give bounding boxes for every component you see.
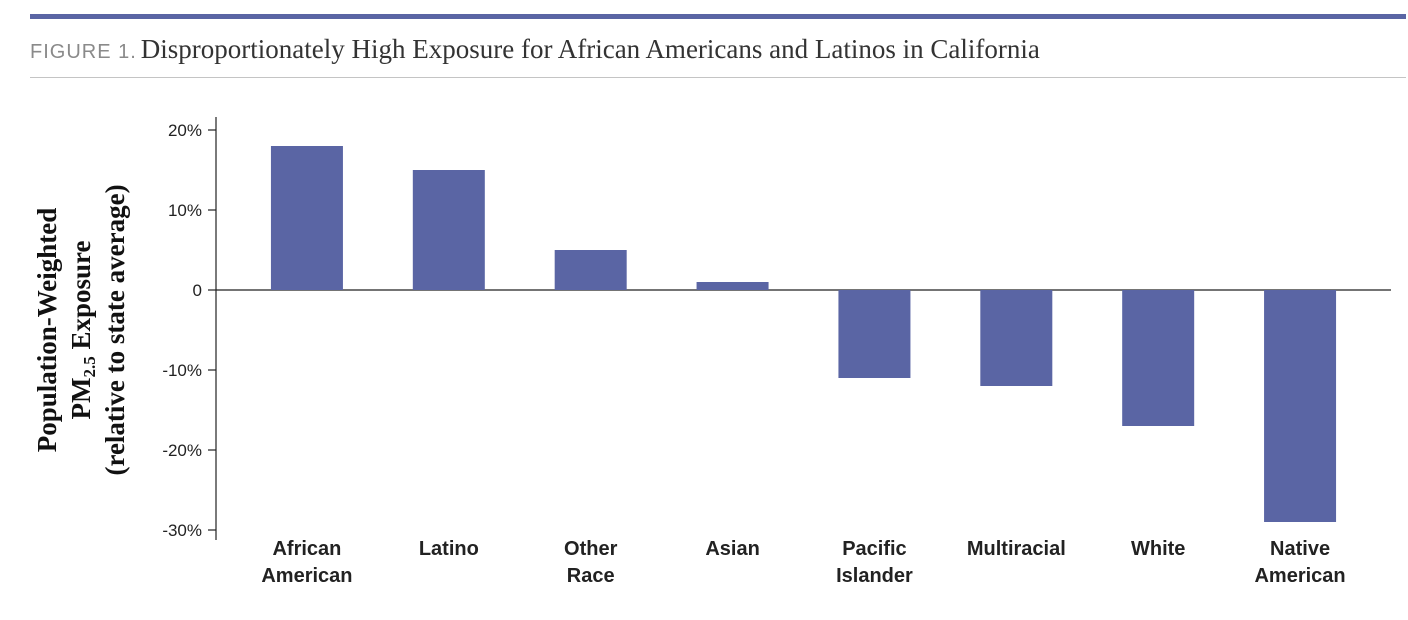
y-tick-label: 0 xyxy=(193,281,202,300)
bar xyxy=(980,290,1053,386)
title-divider xyxy=(30,77,1406,78)
bar xyxy=(696,282,769,290)
x-category-label: Native xyxy=(1270,538,1330,560)
bar xyxy=(554,250,627,290)
figure-title: Disproportionately High Exposure for Afr… xyxy=(140,34,1040,64)
exposure-text: Exposure xyxy=(66,240,96,356)
bar xyxy=(1122,290,1195,426)
x-category-label: Asian xyxy=(705,538,759,560)
bar xyxy=(1264,290,1337,522)
y-axis-title: Population-Weighted PM2.5 Exposure (relati… xyxy=(32,184,130,475)
x-category-label: Pacific xyxy=(842,538,906,560)
y-tick-label: -10% xyxy=(162,361,202,380)
y-axis-title-line: PM2.5 Exposure xyxy=(66,240,99,419)
bar xyxy=(270,146,343,290)
figure-label: FIGURE 1. xyxy=(30,41,137,63)
y-axis-title-line: Population-Weighted xyxy=(32,208,62,453)
x-category-label: Other xyxy=(564,538,618,560)
x-category-label: Race xyxy=(567,565,615,587)
y-tick-label: -30% xyxy=(162,521,202,540)
bar xyxy=(838,290,911,378)
pm-subscript: 2.5 xyxy=(80,356,99,377)
y-tick-label: 20% xyxy=(168,121,202,140)
x-category-label: Islander xyxy=(836,565,913,587)
x-category-label: White xyxy=(1131,538,1185,560)
y-tick-label: -20% xyxy=(162,441,202,460)
top-accent-rule xyxy=(30,14,1406,19)
figure-header: FIGURE 1. Disproportionately High Exposu… xyxy=(30,34,1040,65)
bar xyxy=(412,170,485,290)
x-category-label: American xyxy=(261,565,352,587)
x-category-label: African xyxy=(272,538,341,560)
x-category-label: American xyxy=(1254,565,1345,587)
y-axis-title-line: (relative to state average) xyxy=(100,184,130,475)
x-category-label: Multiracial xyxy=(967,538,1066,560)
x-category-label: Latino xyxy=(419,538,479,560)
pm-text: PM xyxy=(66,378,96,420)
y-tick-label: 10% xyxy=(168,201,202,220)
